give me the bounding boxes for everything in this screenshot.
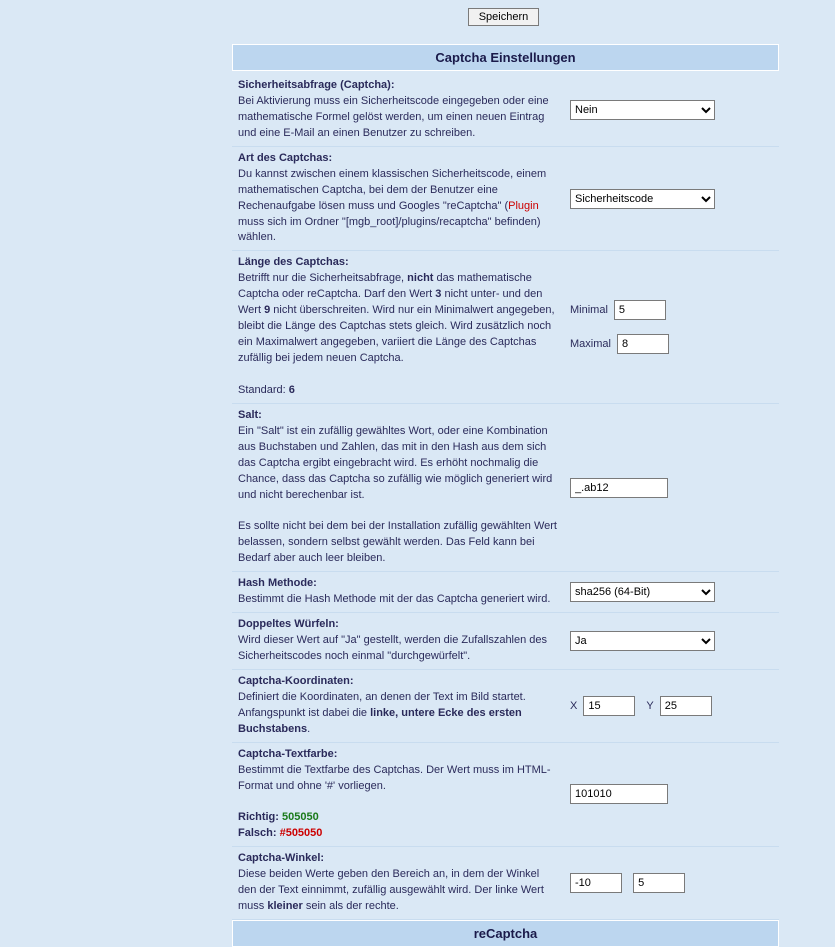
row-double-dice: Doppeltes Würfeln: Wird dieser Wert auf … bbox=[232, 613, 779, 670]
captcha-enable-select[interactable]: Nein bbox=[570, 100, 715, 120]
coord-x-input[interactable] bbox=[583, 696, 635, 716]
captcha-type-desc: Du kannst zwischen einem klassischen Sic… bbox=[238, 168, 546, 244]
captcha-length-std: Standard: 6 bbox=[238, 384, 295, 396]
salt-input[interactable] bbox=[570, 478, 668, 498]
save-button[interactable]: Speichern bbox=[468, 8, 540, 26]
textcolor-good: Richtig: 505050 bbox=[238, 811, 319, 823]
captcha-enable-label: Sicherheitsabfrage (Captcha): bbox=[238, 79, 394, 91]
captcha-length-desc: Betrifft nur die Sicherheitsabfrage, nic… bbox=[238, 272, 555, 364]
angle-max-input[interactable] bbox=[633, 873, 685, 893]
double-dice-desc: Wird dieser Wert auf "Ja" gestellt, werd… bbox=[238, 634, 547, 662]
hash-desc: Bestimmt die Hash Methode mit der das Ca… bbox=[238, 593, 550, 605]
double-dice-select[interactable]: Ja bbox=[570, 631, 715, 651]
angle-min-input[interactable] bbox=[570, 873, 622, 893]
salt-desc1: Ein "Salt" ist ein zufällig gewähltes Wo… bbox=[238, 425, 552, 501]
captcha-max-input[interactable] bbox=[617, 334, 669, 354]
row-captcha-enable: Sicherheitsabfrage (Captcha): Bei Aktivi… bbox=[232, 74, 779, 147]
min-label: Minimal bbox=[570, 304, 608, 316]
section-header-recaptcha: reCaptcha bbox=[232, 920, 779, 947]
captcha-type-label: Art des Captchas: bbox=[238, 152, 332, 164]
textcolor-input[interactable] bbox=[570, 784, 668, 804]
row-angle: Captcha-Winkel: Diese beiden Werte geben… bbox=[232, 847, 779, 920]
coords-label: Captcha-Koordinaten: bbox=[238, 675, 354, 687]
max-label: Maximal bbox=[570, 338, 611, 350]
coords-desc: Definiert die Koordinaten, an denen der … bbox=[238, 691, 526, 735]
salt-label: Salt: bbox=[238, 409, 262, 421]
section-header-captcha: Captcha Einstellungen bbox=[232, 44, 779, 71]
row-coords: Captcha-Koordinaten: Definiert die Koord… bbox=[232, 670, 779, 743]
textcolor-bad: Falsch: #505050 bbox=[238, 827, 322, 839]
captcha-min-input[interactable] bbox=[614, 300, 666, 320]
row-hash: Hash Methode: Bestimmt die Hash Methode … bbox=[232, 572, 779, 613]
hash-label: Hash Methode: bbox=[238, 577, 317, 589]
captcha-length-label: Länge des Captchas: bbox=[238, 256, 349, 268]
row-textcolor: Captcha-Textfarbe: Bestimmt die Textfarb… bbox=[232, 743, 779, 848]
coord-y-input[interactable] bbox=[660, 696, 712, 716]
captcha-type-select[interactable]: Sicherheitscode bbox=[570, 189, 715, 209]
x-label: X bbox=[570, 700, 577, 712]
captcha-enable-desc: Bei Aktivierung muss ein Sicherheitscode… bbox=[238, 95, 549, 139]
row-captcha-type: Art des Captchas: Du kannst zwischen ein… bbox=[232, 147, 779, 252]
row-salt: Salt: Ein "Salt" ist ein zufällig gewähl… bbox=[232, 404, 779, 572]
textcolor-label: Captcha-Textfarbe: bbox=[238, 748, 337, 760]
angle-label: Captcha-Winkel: bbox=[238, 852, 324, 864]
hash-select[interactable]: sha256 (64-Bit) bbox=[570, 582, 715, 602]
plugin-link[interactable]: Plugin bbox=[508, 200, 539, 212]
y-label: Y bbox=[646, 700, 653, 712]
textcolor-desc: Bestimmt die Textfarbe des Captchas. Der… bbox=[238, 764, 551, 792]
salt-desc2: Es sollte nicht bei dem bei der Installa… bbox=[238, 520, 557, 564]
double-dice-label: Doppeltes Würfeln: bbox=[238, 618, 339, 630]
row-captcha-length: Länge des Captchas: Betrifft nur die Sic… bbox=[232, 251, 779, 403]
